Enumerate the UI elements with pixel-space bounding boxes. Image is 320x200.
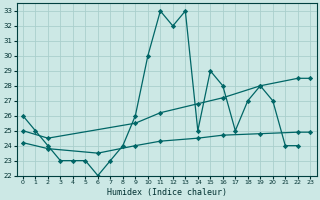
X-axis label: Humidex (Indice chaleur): Humidex (Indice chaleur) [107,188,227,197]
